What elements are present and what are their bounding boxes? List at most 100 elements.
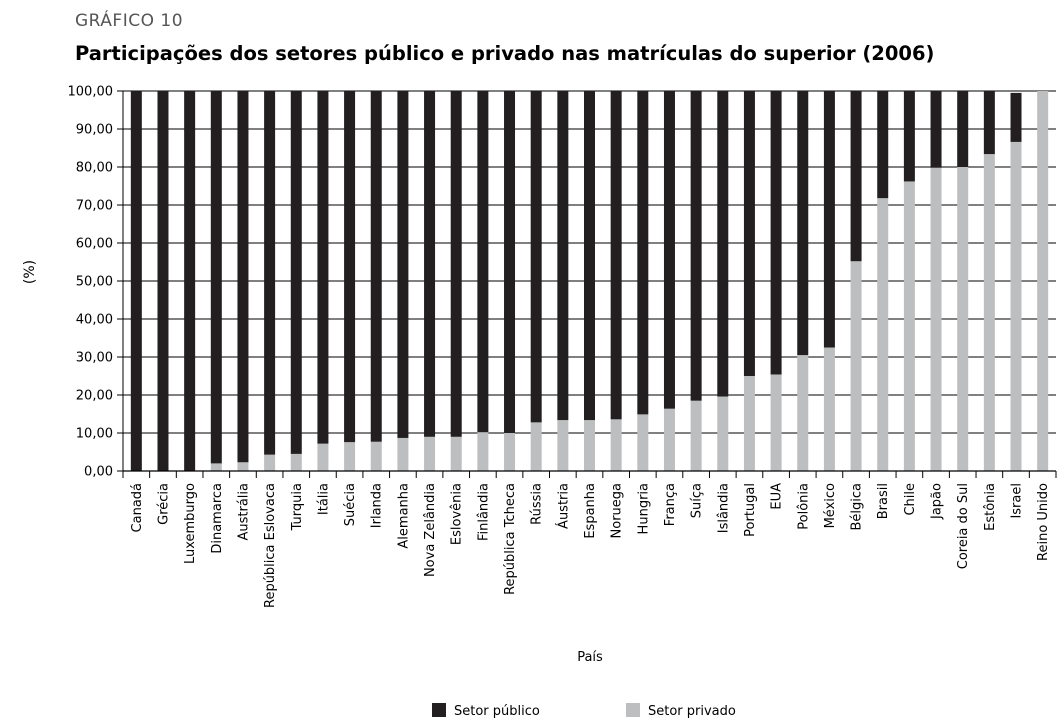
- bar-setor-publico: [424, 91, 436, 437]
- x-tick-label: Grécia: [156, 483, 171, 525]
- bar-setor-publico: [983, 91, 995, 155]
- x-tick-label: Rússia: [530, 483, 545, 525]
- x-tick-label: Reino Unido: [1036, 483, 1051, 561]
- x-tick-label: Coreia do Sul: [956, 483, 971, 569]
- bar-setor-publico: [184, 91, 196, 471]
- y-tick-label: 20,00: [76, 389, 113, 404]
- bar-setor-publico: [344, 91, 356, 443]
- bar-setor-privado: [317, 443, 329, 471]
- x-tick-label: Estônia: [983, 483, 998, 531]
- bar-setor-publico: [1010, 92, 1022, 142]
- y-tick-label: 50,00: [76, 275, 113, 290]
- y-tick-label: 90,00: [76, 123, 113, 138]
- bar-setor-privado: [823, 347, 835, 471]
- x-tick-label: Dinamarca: [210, 483, 225, 554]
- bar-setor-privado: [610, 419, 622, 471]
- bars: [130, 91, 1049, 472]
- x-tick-label: Canadá: [130, 483, 145, 532]
- x-tick-label: República Eslovaca: [263, 483, 278, 608]
- bar-setor-privado: [877, 198, 889, 471]
- y-tick-label: 10,00: [76, 427, 113, 442]
- bar-setor-privado: [637, 414, 649, 471]
- bar-setor-privado: [983, 154, 995, 471]
- x-tick-label: Noruega: [610, 483, 625, 538]
- bar-setor-publico: [530, 91, 542, 423]
- bar-setor-privado: [770, 374, 782, 471]
- x-tick-labels: Canadá Grécia Luxemburgo Dinamarca Austrália…: [130, 483, 1051, 608]
- x-tick-label: Áustria: [555, 483, 571, 529]
- x-tick-label: Hungria: [636, 483, 651, 534]
- bar-setor-privado: [290, 453, 302, 471]
- bar-setor-privado: [557, 420, 569, 471]
- y-tick-labels: 0,00 10,00 20,00 30,00 40,00 50,00 60,00 70,00 8…: [68, 85, 114, 480]
- bar-setor-privado: [370, 441, 382, 471]
- bar-setor-privado: [797, 355, 809, 471]
- bar-setor-publico: [610, 91, 622, 420]
- x-tick-label: Finlândia: [476, 483, 491, 541]
- bar-setor-privado: [930, 167, 942, 471]
- bar-setor-privado: [264, 454, 276, 471]
- x-tick-label: Nova Zelândia: [423, 483, 438, 577]
- y-tick-label: 40,00: [76, 313, 113, 328]
- bar-setor-privado: [903, 181, 915, 471]
- x-tick-label: Itália: [316, 483, 331, 515]
- bar-setor-publico: [823, 91, 835, 348]
- bar-setor-publico: [930, 91, 942, 168]
- y-tick-label: 30,00: [76, 351, 113, 366]
- x-tick-label: Suíça: [690, 483, 705, 518]
- chart-kicker: GRÁFICO 10: [75, 11, 184, 31]
- x-tick-label: Israel: [1010, 483, 1025, 519]
- bar-setor-publico: [637, 91, 649, 415]
- x-tick-label: França: [663, 483, 678, 526]
- bar-setor-privado: [344, 442, 356, 471]
- x-axis-label: País: [577, 650, 603, 665]
- legend-label: Setor público: [454, 704, 540, 719]
- x-tick-label: Brasil: [876, 483, 891, 519]
- bar-setor-publico: [450, 91, 462, 437]
- bar-setor-publico: [397, 91, 409, 438]
- bar-setor-privado: [690, 400, 702, 471]
- legend-swatch: [626, 703, 640, 717]
- bar-setor-publico: [850, 91, 862, 262]
- x-tick-label: Austrália: [236, 483, 251, 541]
- bar-setor-privado: [957, 167, 969, 471]
- bar-setor-publico: [877, 91, 889, 199]
- bar-setor-publico: [557, 91, 569, 421]
- bar-setor-publico: [690, 91, 702, 401]
- bar-setor-privado: [717, 396, 729, 471]
- x-tick-label: Chile: [903, 483, 918, 516]
- y-axis-label: (%): [22, 260, 38, 284]
- x-tick-label: Eslovênia: [450, 483, 465, 545]
- bar-setor-privado: [477, 432, 489, 471]
- x-tick-label: EUA: [770, 483, 785, 510]
- y-tick-label: 60,00: [76, 237, 113, 252]
- bar-setor-publico: [290, 91, 302, 454]
- bar-setor-privado: [743, 376, 755, 471]
- x-tick-label: Islândia: [716, 483, 731, 533]
- bar-setor-publico: [903, 91, 915, 182]
- bar-setor-publico: [797, 91, 809, 356]
- y-tick-label: 0,00: [84, 465, 113, 480]
- bar-setor-publico: [584, 91, 595, 421]
- bar-setor-privado: [850, 261, 862, 471]
- x-tick-label: Polônia: [796, 483, 811, 530]
- bar-setor-publico: [157, 91, 169, 471]
- bar-setor-publico: [317, 91, 329, 444]
- bar-setor-publico: [477, 91, 489, 433]
- x-tick-label: Japão: [930, 483, 945, 520]
- x-tick-label: República Tcheca: [503, 483, 518, 595]
- bar-setor-publico: [770, 91, 782, 375]
- bar-setor-publico: [210, 91, 222, 464]
- x-tick-label: Alemanha: [396, 483, 411, 549]
- bar-setor-publico: [237, 91, 249, 463]
- bar-setor-privado: [450, 436, 462, 471]
- bar-setor-privado: [210, 463, 222, 471]
- x-tick-label: Irlanda: [370, 483, 385, 528]
- bar-setor-privado: [504, 433, 516, 471]
- y-tick-label: 80,00: [76, 161, 113, 176]
- axes: [122, 91, 1057, 478]
- bar-setor-publico: [743, 91, 755, 376]
- x-tick-label: Portugal: [743, 483, 758, 537]
- bar-setor-privado: [424, 436, 436, 471]
- x-tick-label: Luxemburgo: [183, 483, 198, 564]
